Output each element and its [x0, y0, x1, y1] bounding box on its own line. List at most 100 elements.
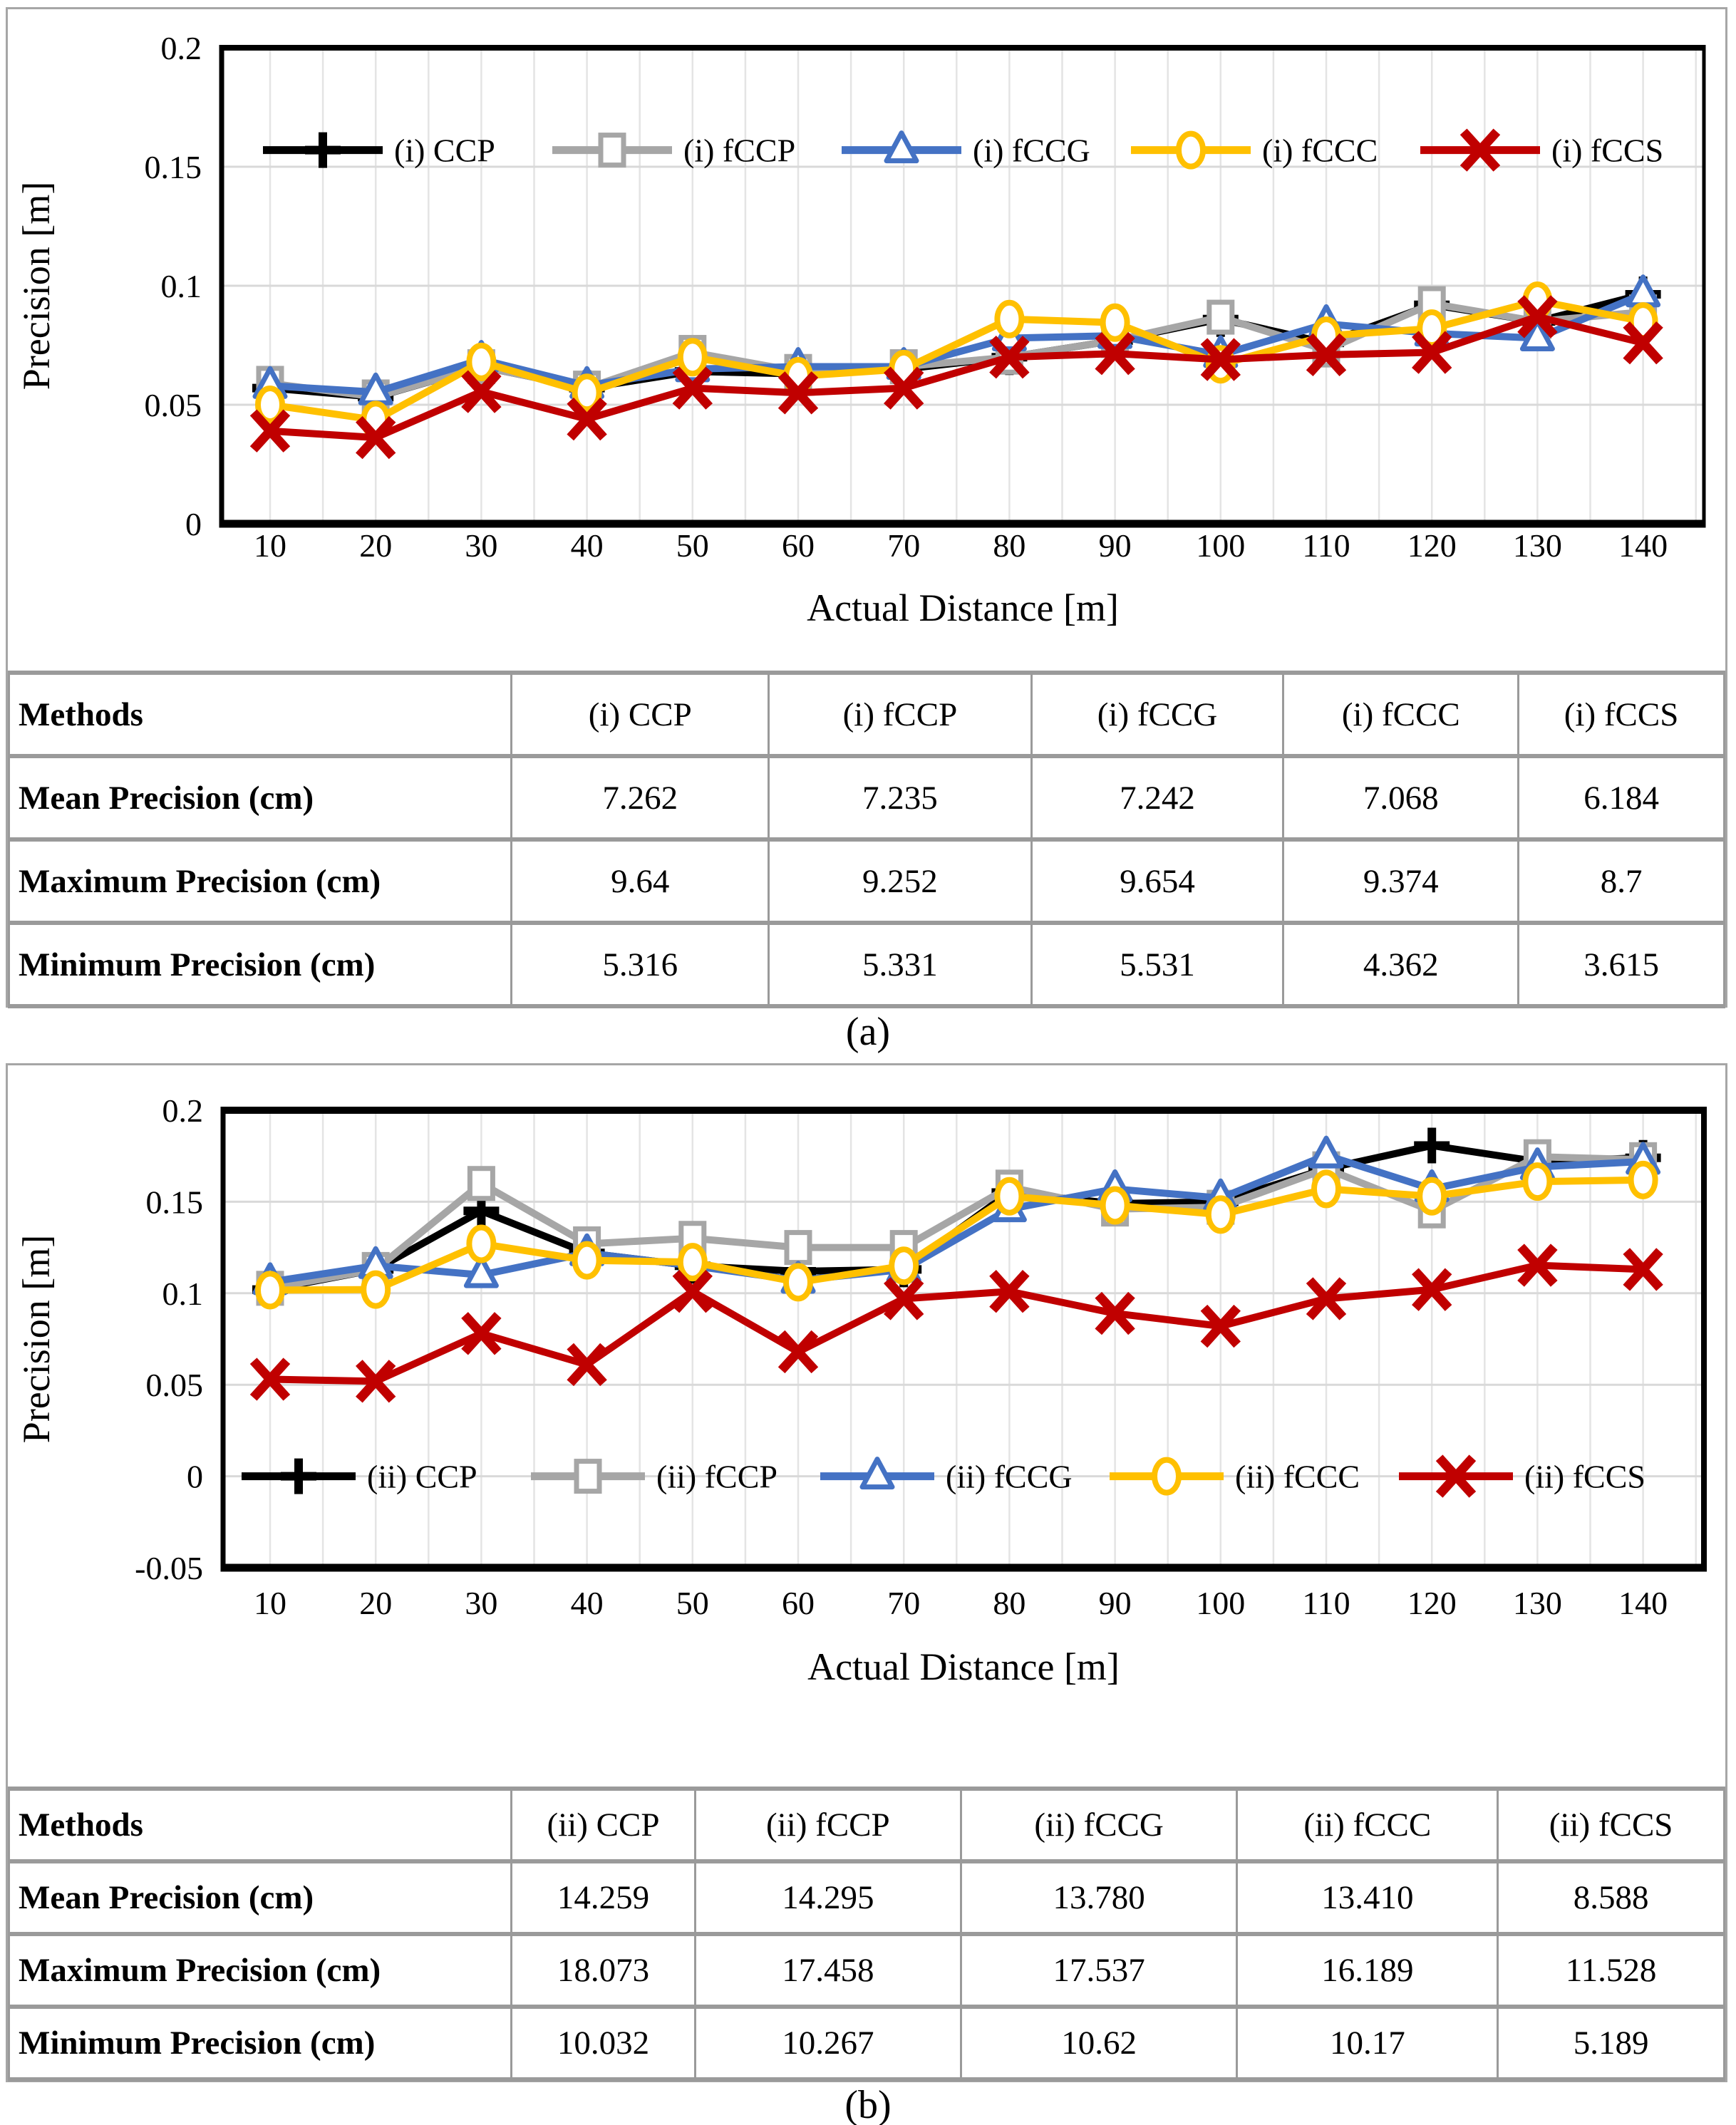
- table-value-cell: 9.64: [510, 837, 770, 925]
- caption-b: (b): [844, 2083, 892, 2125]
- series-line-2: [269, 1152, 1643, 1286]
- table-value-cell: 9.252: [768, 837, 1033, 925]
- chart-svg-a: 0 0.05 0.1 0.15 0.2 10 20 30 40 50 60 70 80 90 100 110 1…: [15, 30, 1706, 629]
- x-tick-label: 110: [1302, 1585, 1350, 1621]
- x-tick-label: 60: [782, 527, 815, 564]
- series-line-4: [269, 1261, 1643, 1385]
- series-marker-4: [461, 370, 502, 413]
- table-value-cell: 16.189: [1236, 1932, 1499, 2009]
- y-tick-label: -0.05: [135, 1550, 203, 1586]
- x-tick-label: 10: [254, 527, 286, 564]
- x-axis-title: Actual Distance [m]: [807, 1645, 1120, 1688]
- series-marker-4: [1095, 332, 1135, 376]
- table-value-cell: 8.588: [1497, 1859, 1725, 1936]
- table-value-cell: 11.528: [1497, 1932, 1725, 2009]
- legend-label: (ii) fCCS: [1524, 1459, 1645, 1495]
- table-value-cell: 14.295: [693, 1859, 962, 1936]
- y-tick-label: 0.05: [146, 1367, 204, 1403]
- series-marker-4: [1306, 333, 1347, 377]
- series-marker-3: [994, 299, 1025, 338]
- x-tick-label: 80: [993, 1585, 1025, 1621]
- table-header-cell: (ii) fCCP: [693, 1787, 962, 1863]
- series-marker-3: [1205, 1195, 1236, 1234]
- series-marker-4: [1412, 1268, 1452, 1311]
- series-marker-4: [249, 1358, 291, 1401]
- stats-table-b: Methods (ii) CCP (ii) fCCP (ii) fCCG (ii) fC…: [7, 1787, 1725, 2082]
- x-tick-label: 90: [1099, 527, 1132, 564]
- legend-item-1: (i) fCCP: [552, 133, 795, 169]
- legend-label: (i) fCCP: [683, 133, 795, 169]
- table-value-cell: 4.362: [1282, 921, 1520, 1008]
- series-marker-4: [777, 371, 819, 415]
- series-marker-3: [572, 1241, 602, 1280]
- table-header-row: Methods (i) CCP (i) fCCP (i) fCCG (i) fCCC (i…: [7, 671, 1725, 758]
- legend-item-4: (ii) fCCS: [1399, 1454, 1645, 1498]
- series-marker-0: [1414, 1127, 1450, 1164]
- table-header-cell: (i) fCCG: [1030, 671, 1285, 758]
- legend-item-1: (ii) fCCP: [531, 1459, 777, 1495]
- series-marker-1: [1207, 299, 1235, 335]
- table-row-label: Methods: [7, 671, 513, 758]
- table-row: Minimum Precision (cm) 5.316 5.331 5.531 4.3…: [7, 921, 1725, 1008]
- x-tick-label: 80: [993, 527, 1025, 564]
- series-marker-1: [784, 1230, 812, 1266]
- x-tick-label: 110: [1302, 527, 1350, 564]
- x-tick-label: 120: [1407, 1585, 1457, 1621]
- x-tick-label: 50: [676, 1585, 709, 1621]
- series-marker-4: [1623, 321, 1663, 365]
- legend-label: (ii) CCP: [367, 1459, 477, 1495]
- table-value-cell: 5.331: [768, 921, 1033, 1008]
- x-tick-label: 50: [676, 527, 709, 564]
- legend-item-0: (ii) CCP: [242, 1459, 477, 1495]
- series-marker-3: [1311, 1169, 1341, 1209]
- legend-marker-triangle: [884, 130, 919, 164]
- series-line-3: [269, 1176, 1643, 1294]
- table-row-label: Maximum Precision (cm): [7, 1932, 513, 2009]
- legend-label: (i) fCCC: [1262, 133, 1378, 169]
- table-value-cell: 17.458: [693, 1932, 962, 2009]
- legend-marker-circle: [1176, 130, 1206, 170]
- series-marker-3: [1522, 1162, 1553, 1201]
- table-header-row: Methods (ii) CCP (ii) fCCP (ii) fCCG (ii) fC…: [7, 1787, 1725, 1863]
- series-marker-4: [567, 1343, 607, 1387]
- series-line-1: [269, 1153, 1643, 1292]
- series-marker-4: [989, 1270, 1030, 1313]
- legend-marker-plus: [281, 1458, 316, 1494]
- legend-label: (i) CCP: [394, 133, 495, 169]
- table-header-cell: (ii) CCP: [510, 1787, 696, 1863]
- series-marker-4: [1517, 295, 1558, 338]
- legend-label: (i) fCCS: [1551, 133, 1663, 169]
- legend-item-3: (i) fCCC: [1131, 130, 1378, 170]
- x-tick-label: 100: [1196, 1585, 1245, 1621]
- legend-marker-square: [574, 1459, 602, 1494]
- x-tick-label: 90: [1099, 1585, 1132, 1621]
- x-tick-label: 140: [1618, 527, 1668, 564]
- table-row-label: Minimum Precision (cm): [7, 2005, 513, 2082]
- series-marker-3: [1417, 1177, 1447, 1216]
- y-tick-label: 0: [185, 506, 202, 542]
- x-tick-label: 30: [465, 1585, 497, 1621]
- x-tick-label: 60: [782, 1585, 815, 1621]
- series-marker-3: [677, 1243, 708, 1282]
- series-marker-4: [567, 397, 607, 441]
- x-tick-label: 20: [359, 527, 392, 564]
- table-value-cell: 17.537: [959, 1932, 1239, 2009]
- series-marker-2: [1519, 318, 1555, 351]
- series-line-4: [269, 313, 1644, 442]
- series-marker-3: [361, 1270, 391, 1309]
- legend-item-4: (i) fCCS: [1420, 128, 1663, 172]
- table-row: Mean Precision (cm) 7.262 7.235 7.242 7.068 6…: [7, 754, 1725, 842]
- x-tick-label: 70: [887, 1585, 920, 1621]
- chart-a: 0 0.05 0.1 0.15 0.2 10 20 30 40 50 60 70 80 90 100 110 1…: [8, 9, 1725, 674]
- table-value-cell: 5.316: [510, 921, 770, 1008]
- series-marker-4: [777, 1330, 819, 1374]
- series-marker-3: [466, 342, 497, 381]
- series-marker-4: [461, 1312, 502, 1355]
- chart-svg-b: -0.05 0 0.05 0.1 0.15 0.2 10 20 30 40 50 60 70 80 90 10…: [15, 1092, 1707, 1688]
- series-marker-4: [1306, 1277, 1347, 1320]
- y-tick-label: 0.2: [162, 1092, 204, 1129]
- series-marker-4: [1095, 1291, 1135, 1335]
- table-row-label: Mean Precision (cm): [7, 1859, 513, 1936]
- x-tick-label: 100: [1196, 527, 1245, 564]
